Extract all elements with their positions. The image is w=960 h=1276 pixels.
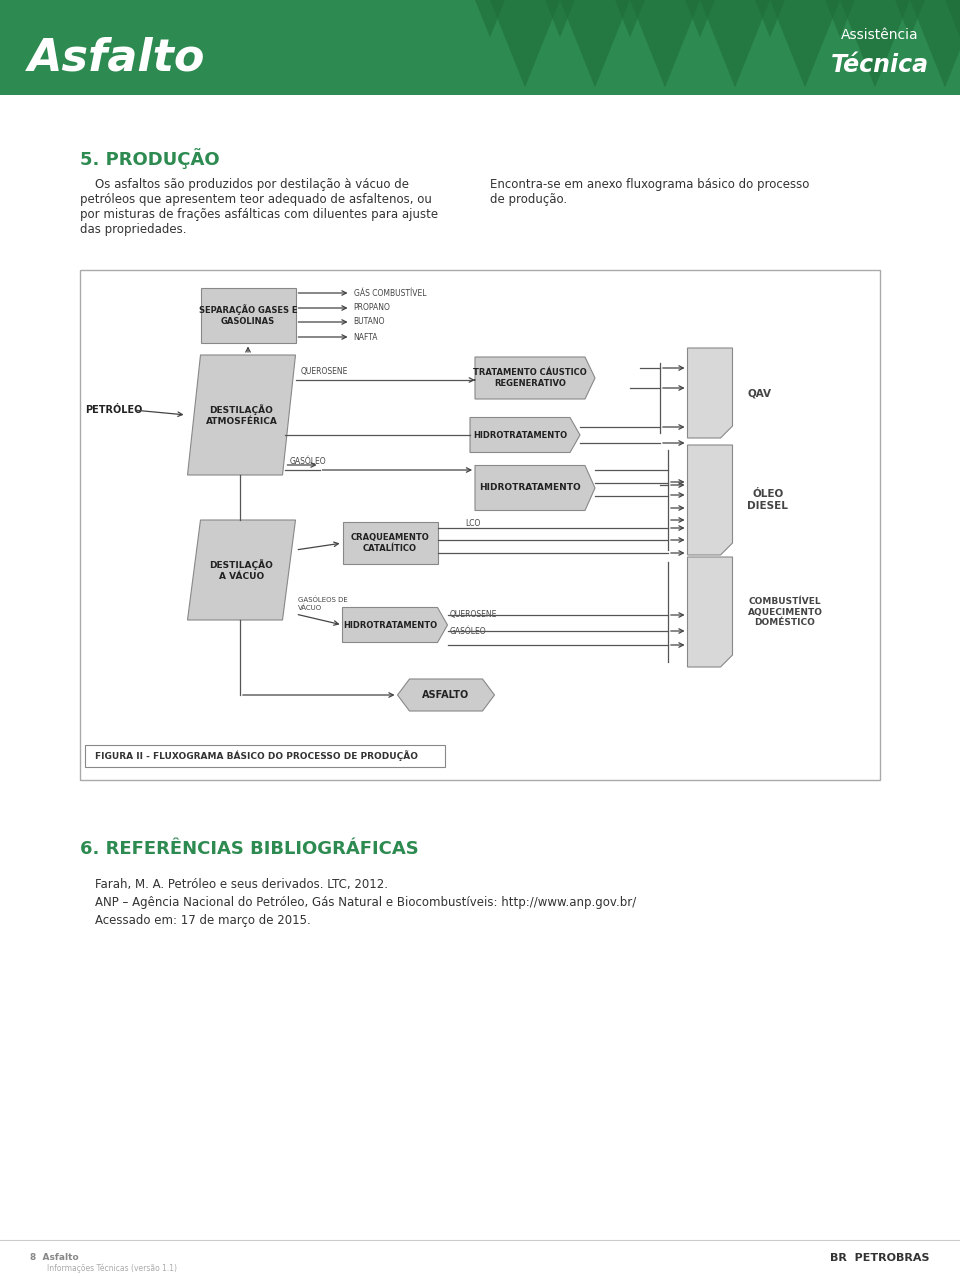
Text: 5. PRODUÇÃO: 5. PRODUÇÃO <box>80 148 220 168</box>
Text: GASÓLEO: GASÓLEO <box>290 457 326 466</box>
Text: GÁS COMBUSTÍVEL: GÁS COMBUSTÍVEL <box>353 288 426 297</box>
Polygon shape <box>767 0 843 88</box>
Text: Encontra-se em anexo fluxograma básico do processo: Encontra-se em anexo fluxograma básico d… <box>490 177 809 191</box>
Polygon shape <box>487 0 563 88</box>
Text: das propriedades.: das propriedades. <box>80 223 186 236</box>
Text: DESTILAÇÃO
ATMOSFÉRICA: DESTILAÇÃO ATMOSFÉRICA <box>205 404 277 426</box>
Polygon shape <box>397 679 494 711</box>
Polygon shape <box>802 0 878 37</box>
Text: TRATAMENTO CÁUSTICO
REGENERATIVO: TRATAMENTO CÁUSTICO REGENERATIVO <box>473 369 587 388</box>
Text: HIDROTRATAMENTO: HIDROTRATAMENTO <box>473 430 567 439</box>
Text: petróleos que apresentem teor adequado de asfaltenos, ou: petróleos que apresentem teor adequado d… <box>80 193 432 205</box>
Polygon shape <box>343 607 447 643</box>
Polygon shape <box>732 0 808 37</box>
Text: DESTILAÇÃO
A VÁCUO: DESTILAÇÃO A VÁCUO <box>209 559 274 581</box>
Polygon shape <box>662 0 738 37</box>
Polygon shape <box>470 417 580 453</box>
Polygon shape <box>687 348 732 438</box>
Text: Asfalto: Asfalto <box>28 37 205 79</box>
Polygon shape <box>187 355 296 475</box>
Polygon shape <box>187 521 296 620</box>
Text: Técnica: Técnica <box>831 54 929 77</box>
Text: Os asfaltos são produzidos por destilação à vácuo de: Os asfaltos são produzidos por destilaçã… <box>80 177 409 191</box>
Text: ANP – Agência Nacional do Petróleo, Gás Natural e Biocombustíveis: http://www.an: ANP – Agência Nacional do Petróleo, Gás … <box>95 896 636 909</box>
Text: GASÓLEO: GASÓLEO <box>449 627 486 635</box>
Text: ÓLEO
DIESEL: ÓLEO DIESEL <box>748 489 788 510</box>
Polygon shape <box>475 357 595 399</box>
Text: QUEROSENE: QUEROSENE <box>449 610 497 620</box>
Bar <box>343 522 438 564</box>
Text: QAV: QAV <box>748 388 772 398</box>
Text: HIDROTRATAMENTO: HIDROTRATAMENTO <box>343 620 437 629</box>
Polygon shape <box>522 0 598 37</box>
Text: GASÓLEOS DE
VÁCUO: GASÓLEOS DE VÁCUO <box>298 597 348 611</box>
Polygon shape <box>687 445 732 555</box>
Polygon shape <box>922 0 960 37</box>
Text: PETRÓLEO: PETRÓLEO <box>85 404 142 415</box>
Bar <box>0 0 960 94</box>
Text: de produção.: de produção. <box>490 193 567 205</box>
Text: LCO: LCO <box>465 518 480 527</box>
Text: BR  PETROBRAS: BR PETROBRAS <box>830 1253 930 1263</box>
Text: Farah, M. A. Petróleo e seus derivados. LTC, 2012.: Farah, M. A. Petróleo e seus derivados. … <box>95 878 388 891</box>
Bar <box>201 287 296 342</box>
Text: PROPANO: PROPANO <box>353 304 391 313</box>
Polygon shape <box>872 0 948 37</box>
Polygon shape <box>592 0 668 37</box>
Text: Informações Técnicas (versão 1.1): Informações Técnicas (versão 1.1) <box>47 1263 177 1272</box>
Polygon shape <box>557 0 633 88</box>
Text: Acessado em: 17 de março de 2015.: Acessado em: 17 de março de 2015. <box>95 914 311 926</box>
Polygon shape <box>837 0 913 88</box>
Bar <box>80 271 880 780</box>
Polygon shape <box>907 0 960 88</box>
Text: SEPARAÇÃO GASES E
GASOLINAS: SEPARAÇÃO GASES E GASOLINAS <box>199 304 298 325</box>
Text: 6. REFERÊNCIAS BIBLIOGRÁFICAS: 6. REFERÊNCIAS BIBLIOGRÁFICAS <box>80 840 419 857</box>
Text: HIDROTRATAMENTO: HIDROTRATAMENTO <box>479 484 581 493</box>
Polygon shape <box>627 0 703 88</box>
Text: 8  Asfalto: 8 Asfalto <box>30 1253 79 1262</box>
Text: BUTANO: BUTANO <box>353 318 385 327</box>
Text: QUEROSENE: QUEROSENE <box>300 367 348 376</box>
Text: COMBUSTÍVEL
AQUECIMENTO
DOMÉSTICO: COMBUSTÍVEL AQUECIMENTO DOMÉSTICO <box>748 597 823 627</box>
Bar <box>85 745 445 767</box>
Text: NAFTA: NAFTA <box>353 333 378 342</box>
Polygon shape <box>475 466 595 510</box>
Text: ASFALTO: ASFALTO <box>422 690 469 701</box>
Polygon shape <box>452 0 528 37</box>
Polygon shape <box>687 558 732 667</box>
Text: CRAQUEAMENTO
CATALÍTICO: CRAQUEAMENTO CATALÍTICO <box>350 533 429 553</box>
Text: FIGURA II - FLUXOGRAMA BÁSICO DO PROCESSO DE PRODUÇÃO: FIGURA II - FLUXOGRAMA BÁSICO DO PROCESS… <box>95 750 418 762</box>
Polygon shape <box>697 0 773 88</box>
Text: por misturas de frações asfálticas com diluentes para ajuste: por misturas de frações asfálticas com d… <box>80 208 438 221</box>
Text: Assistência: Assistência <box>841 28 919 42</box>
